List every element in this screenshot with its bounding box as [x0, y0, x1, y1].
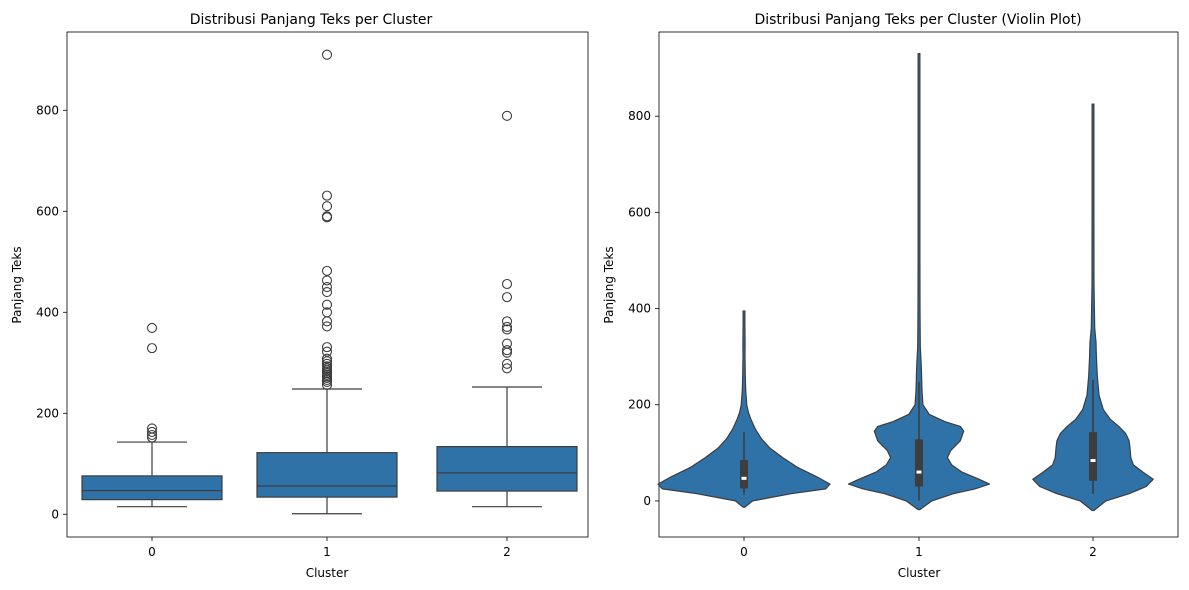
violin-y-tick-label: 0 — [643, 494, 651, 508]
box-iqr — [256, 452, 398, 498]
boxplot-y-tick-label: 0 — [51, 507, 59, 521]
box-cluster-2 — [436, 110, 578, 508]
box-outlier-point — [146, 429, 158, 441]
violin-y-ticks: 0 200 400 600 800 — [628, 109, 659, 508]
violin-median-marker — [1090, 459, 1096, 463]
violin-iqr-bar — [740, 460, 748, 489]
box-outlier-point — [501, 110, 513, 121]
violin-x-ticks: 0 1 2 — [740, 537, 1097, 559]
violin-y-tick-label: 600 — [628, 205, 651, 219]
boxplot-y-tick-label: 800 — [36, 103, 59, 117]
box-outlier-point — [146, 343, 158, 354]
violin-cluster-1 — [847, 53, 991, 511]
box-outlier-point — [501, 321, 513, 332]
boxplot-x-tick-label: 0 — [148, 545, 156, 559]
box-outlier-point — [501, 292, 513, 303]
box-outlier-point — [501, 278, 513, 290]
box-outlier-point — [321, 211, 333, 222]
violin-y-tick-label: 400 — [628, 302, 651, 316]
violin-y-tick-label: 200 — [628, 398, 651, 412]
violin-panel: Distribusi Panjang Teks per Cluster (Vio… — [602, 12, 1179, 580]
violin-x-tick-label: 2 — [1089, 545, 1097, 559]
box-outlier-point — [321, 342, 333, 353]
boxplot-x-axis-label: Cluster — [306, 566, 349, 580]
boxplot-x-tick-label: 2 — [503, 545, 511, 559]
box-outlier-point — [321, 353, 333, 364]
boxplot-y-tick-label: 200 — [36, 406, 59, 420]
box-outlier-point — [321, 361, 333, 372]
violin-cluster-0 — [657, 310, 831, 508]
box-iqr — [436, 446, 578, 492]
violin-median-marker — [741, 476, 747, 480]
violin-median-marker — [916, 470, 922, 474]
box-outlier-point — [501, 338, 513, 349]
box-outlier-point — [321, 321, 333, 332]
violin-title: Distribusi Panjang Teks per Cluster (Vio… — [754, 12, 1081, 28]
boxplot-x-tick-label: 1 — [323, 545, 331, 559]
box-outlier-point — [146, 426, 158, 438]
box-outlier-point — [501, 345, 513, 356]
boxplot-y-ticks: 0 200 400 600 800 — [36, 103, 67, 521]
box-outlier-point — [321, 287, 333, 298]
boxplot-y-tick-label: 400 — [36, 305, 59, 319]
boxplot-title: Distribusi Panjang Teks per Cluster — [190, 12, 433, 28]
box-outlier-point — [146, 322, 158, 333]
violin-body — [1032, 103, 1154, 512]
box-outlier-point — [501, 316, 513, 327]
boxplot-marks — [81, 49, 578, 515]
box-outlier-point — [321, 307, 333, 318]
box-outlier-point — [146, 423, 158, 434]
box-cluster-0 — [81, 322, 223, 508]
boxplot-y-axis-label: Panjang Teks — [10, 246, 24, 323]
violin-iqr-bar — [915, 439, 923, 487]
box-outlier-point — [501, 363, 513, 374]
violin-x-axis-label: Cluster — [898, 566, 941, 580]
box-outlier-point — [321, 201, 333, 212]
boxplot-x-ticks: 0 1 2 — [148, 537, 511, 559]
violin-body — [657, 310, 831, 508]
boxplot-y-tick-label: 600 — [36, 204, 59, 218]
violin-marks — [657, 53, 1154, 512]
box-iqr — [81, 475, 223, 501]
box-outlier-point — [321, 190, 333, 201]
box-outlier-point — [321, 281, 333, 293]
violin-x-tick-label: 0 — [740, 545, 748, 559]
violin-x-tick-label: 1 — [915, 545, 923, 559]
box-outlier-point — [321, 358, 333, 369]
violin-y-tick-label: 800 — [628, 109, 651, 123]
violin-cluster-2 — [1032, 103, 1154, 512]
violin-body — [847, 53, 991, 511]
violin-y-axis-label: Panjang Teks — [602, 246, 616, 323]
box-outlier-point — [321, 265, 333, 276]
box-cluster-1 — [256, 49, 398, 515]
boxplot-panel: Distribusi Panjang Teks per Cluster 0200… — [10, 12, 589, 580]
violin-iqr-bar — [1089, 432, 1097, 481]
box-outlier-point — [501, 324, 513, 335]
box-outlier-point — [321, 275, 333, 286]
box-outlier-point — [321, 299, 333, 310]
box-outlier-point — [321, 356, 333, 367]
box-outlier-point — [321, 49, 333, 60]
box-outlier-point — [501, 358, 513, 369]
box-outlier-point — [321, 346, 333, 357]
